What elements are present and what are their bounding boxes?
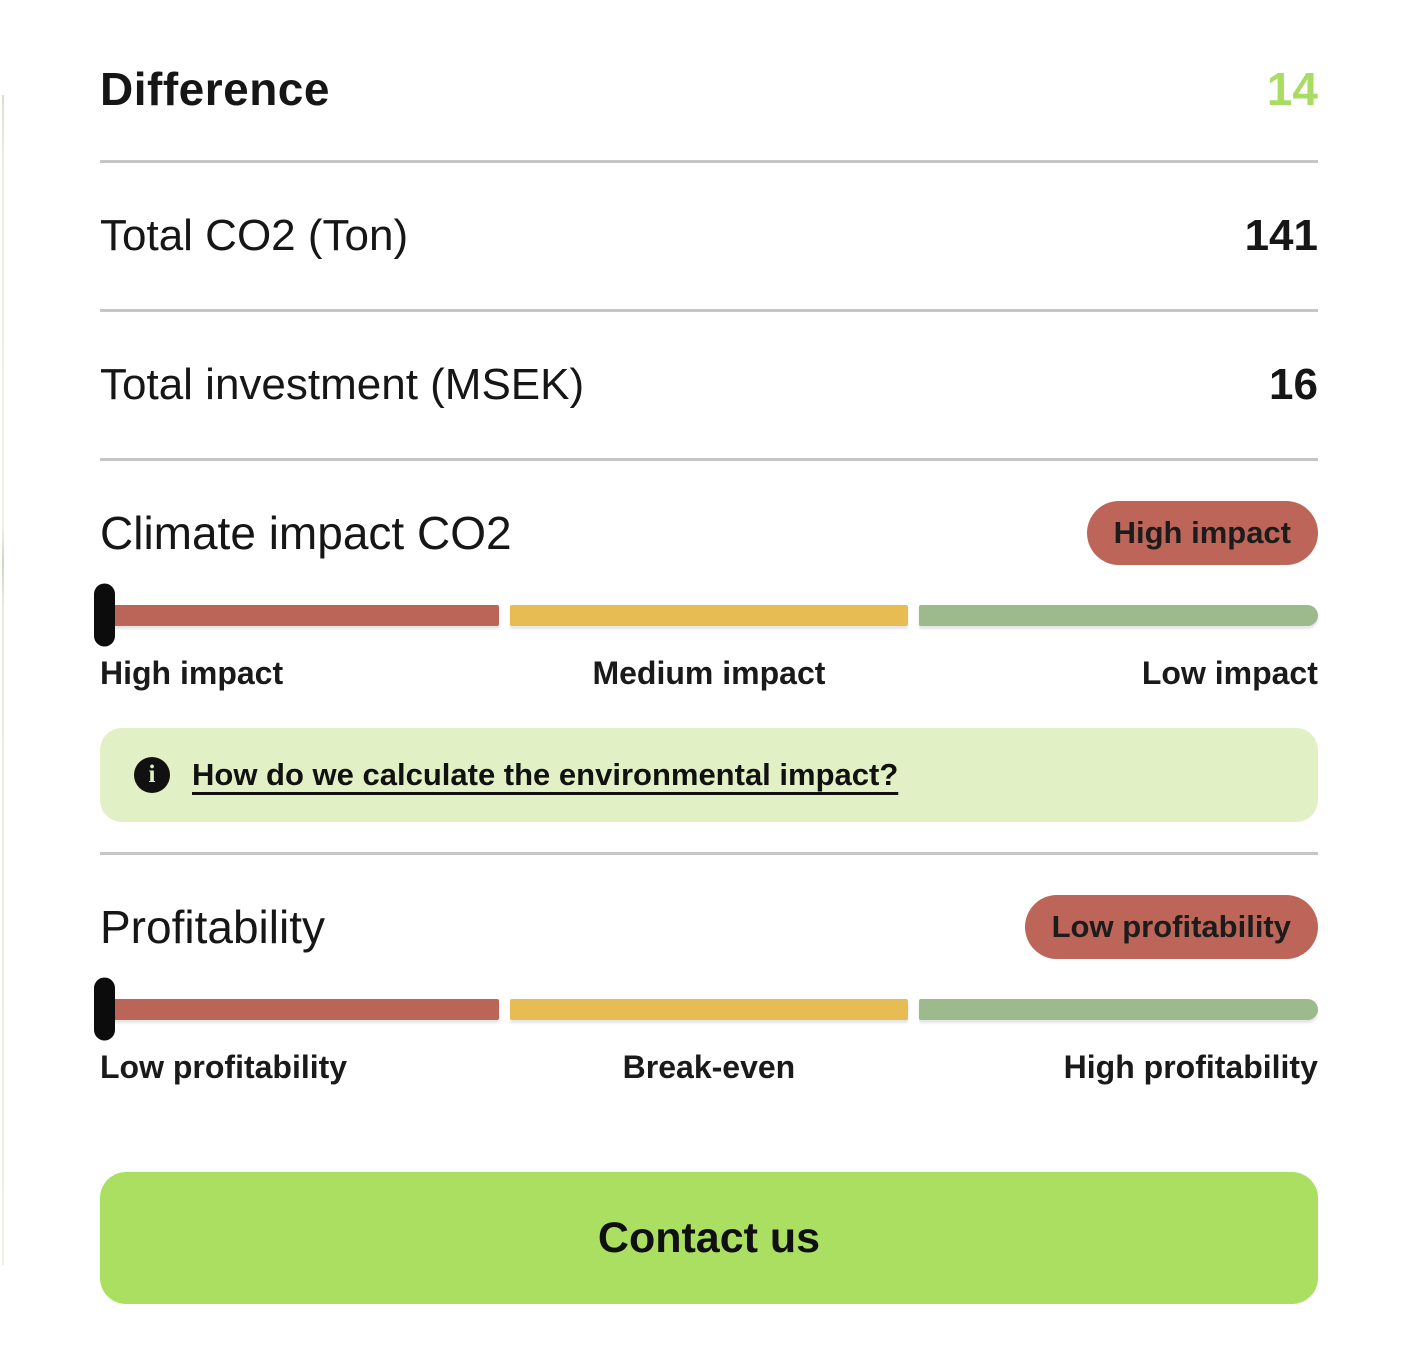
environmental-impact-info-link[interactable]: i How do we calculate the environmental …: [100, 728, 1318, 822]
info-link-text: How do we calculate the environmental im…: [192, 757, 899, 792]
slider-segment-low-impact: [919, 604, 1319, 626]
climate-impact-section: Climate impact CO2 High impact High impa…: [94, 461, 1319, 855]
slider-handle[interactable]: [94, 977, 115, 1041]
table-row-total-investment: Total investment (MSEK) 16: [100, 312, 1318, 461]
slider-segment-break-even: [509, 998, 909, 1020]
scale-label-center: Medium impact: [592, 655, 826, 691]
impact-status-badge: High impact: [1086, 501, 1318, 565]
profitability-section: Profitability Low profitability Low prof…: [94, 855, 1319, 1086]
panel-header: Difference 14: [100, 0, 1318, 163]
info-icon: i: [134, 757, 170, 793]
slider-scale-labels: High impact Medium impact Low impact: [100, 655, 1318, 692]
climate-impact-slider[interactable]: [94, 583, 1319, 647]
row-value: 141: [1244, 211, 1318, 260]
table-row-total-co2: Total CO2 (Ton) 141: [100, 163, 1318, 312]
row-label: Total investment (MSEK): [100, 360, 585, 409]
scale-label-left: High impact: [100, 655, 284, 691]
slider-segment-low-profitability: [100, 998, 499, 1020]
profitability-status-badge: Low profitability: [1024, 895, 1318, 959]
slider-segment-medium-impact: [509, 604, 909, 626]
left-edge-artifact: [2, 95, 4, 1265]
row-value: 16: [1269, 360, 1318, 409]
scale-label-center: Break-even: [622, 1049, 796, 1085]
section-title: Profitability: [100, 901, 325, 953]
slider-segment-high-profitability: [919, 998, 1319, 1020]
scale-label-right: Low impact: [1141, 655, 1318, 691]
section-title: Climate impact CO2: [100, 507, 512, 559]
slider-segment-high-impact: [100, 604, 499, 626]
row-label: Total CO2 (Ton): [100, 211, 409, 260]
scale-label-right: High profitability: [1063, 1049, 1318, 1085]
slider-scale-labels: Low profitability Break-even High profit…: [100, 1049, 1318, 1086]
section-divider: [100, 852, 1318, 855]
profitability-slider[interactable]: [94, 977, 1319, 1041]
contact-us-button[interactable]: Contact us: [100, 1172, 1318, 1304]
panel-title: Difference: [100, 63, 330, 115]
scale-label-left: Low profitability: [100, 1049, 348, 1085]
difference-count: 14: [1266, 63, 1318, 115]
slider-handle[interactable]: [94, 583, 115, 647]
